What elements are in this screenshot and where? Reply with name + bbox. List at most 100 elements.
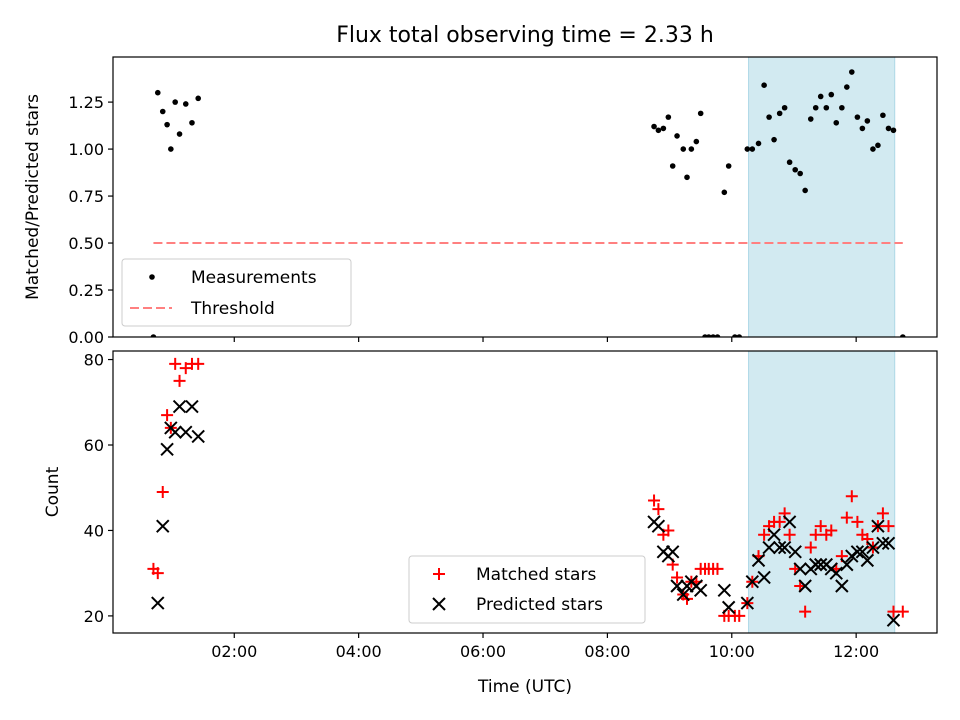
measurement-point [665, 114, 672, 120]
y-tick-label: 0.50 [68, 234, 104, 253]
measurement-point [651, 123, 657, 130]
measurement-point [880, 112, 886, 119]
measurement-point [864, 118, 871, 124]
observing-window-shade [748, 56, 896, 338]
predicted-star-point [191, 429, 205, 444]
predicted-star-point [757, 570, 771, 585]
measurement-point [150, 334, 157, 337]
matched-star-point [169, 357, 182, 370]
chart-title: Flux total observing time = 2.33 h [336, 23, 714, 48]
legend-box [121, 258, 352, 327]
measurement-point [797, 170, 803, 177]
predicted-star-point [745, 575, 760, 589]
measurement-point [154, 89, 161, 96]
matched-star-point [825, 524, 838, 537]
predicted-star-point [809, 557, 823, 572]
measurement-point [844, 84, 850, 90]
matched-star-point [156, 486, 169, 498]
matched-star-point [662, 524, 675, 537]
measurement-point [807, 116, 814, 122]
count-ylabel: Count [43, 466, 63, 517]
predicted-star-point [160, 442, 174, 456]
measurement-point [817, 93, 824, 100]
predicted-star-point [860, 553, 875, 568]
legend-measurements-label: Measurements [191, 268, 317, 288]
predicted-star-point [185, 399, 199, 414]
measurement-point [684, 174, 690, 181]
measurement-point [176, 131, 183, 137]
matched-star-point [845, 490, 858, 503]
y-tick-label: 1.25 [68, 93, 104, 112]
matched-star-point [733, 609, 746, 622]
matched-star-point [783, 528, 796, 541]
measurement-point [899, 334, 906, 337]
measurement-point [761, 82, 767, 88]
predicted-star-point [886, 613, 901, 627]
predicted-star-point [881, 536, 896, 550]
y-tick-label: 0.25 [68, 281, 104, 300]
measurement-point [732, 334, 738, 337]
legend-predicted-label: Predicted stars [476, 595, 603, 615]
predicted-star-point [172, 399, 187, 414]
y-tick-label: 0.75 [68, 187, 104, 206]
matched-star-point [814, 520, 827, 533]
matched-star-point [851, 515, 864, 528]
predicted-star-point [740, 596, 755, 610]
x-tick-label: 10:00 [709, 642, 755, 661]
measurement-point [885, 125, 892, 132]
matched-star-point [758, 528, 771, 541]
measurement-point [688, 146, 695, 152]
predicted-star-point [798, 579, 812, 593]
x-tick-label: 08:00 [584, 642, 630, 661]
y-tick-label: 60 [84, 436, 104, 455]
matched-star-point [173, 374, 186, 387]
measurement-point [749, 146, 756, 152]
ratio-ylabel: Matched/Predicted stars [23, 94, 43, 300]
measurement-point [849, 69, 855, 75]
legend-matched-label: Matched stars [476, 565, 596, 585]
measurement-point [172, 99, 178, 105]
matched-star-point [652, 503, 665, 516]
measurement-point [674, 133, 680, 139]
predicted-star-point [855, 545, 870, 559]
measurement-point [812, 104, 819, 111]
measurement-point [164, 121, 170, 128]
measurement-point [714, 334, 721, 337]
axes-frame [112, 56, 938, 338]
predicted-star-point [767, 528, 781, 542]
predicted-star-point [156, 519, 170, 533]
matched-star-point [882, 520, 895, 533]
matched-star-point [840, 511, 853, 524]
measurement-point [655, 127, 662, 134]
predicted-star-point [721, 600, 736, 615]
matched-star-point [896, 605, 909, 618]
matched-star-point [648, 494, 661, 507]
predicted-star-point [876, 536, 890, 550]
measurement-point [890, 127, 897, 134]
legend: Matched stars Predicted stars [408, 555, 646, 624]
count-panel: 20 40 60 80 02:00 04:00 06:00 08:00 10:00 12:00 Ma… [84, 350, 938, 661]
predicted-star-point [813, 557, 828, 572]
measurement-point [859, 125, 866, 132]
measurement-point [697, 110, 704, 117]
predicted-star-point [168, 425, 182, 439]
predicted-star-point [866, 540, 880, 555]
measurement-point [168, 146, 174, 152]
measurement-point [721, 189, 728, 196]
predicted-star-point [717, 583, 732, 597]
matched-star-point [151, 567, 164, 580]
matched-star-point [809, 528, 822, 541]
predicted-star-point [665, 545, 680, 559]
matched-star-point [671, 571, 684, 584]
measurement-point [189, 119, 195, 126]
measurement-point [693, 138, 700, 145]
x-tick-label: 04:00 [336, 642, 382, 661]
ratio-panel: 0.00 0.25 0.50 0.75 1.00 1.25 Measurements Thre… [68, 56, 938, 347]
predicted-star-point [829, 566, 843, 580]
measurement-point [736, 334, 743, 337]
measurement-point [669, 163, 676, 169]
predicted-star-point [772, 540, 787, 555]
count-xlabel: Time (UTC) [477, 677, 572, 697]
predicted-star-point [782, 515, 797, 529]
